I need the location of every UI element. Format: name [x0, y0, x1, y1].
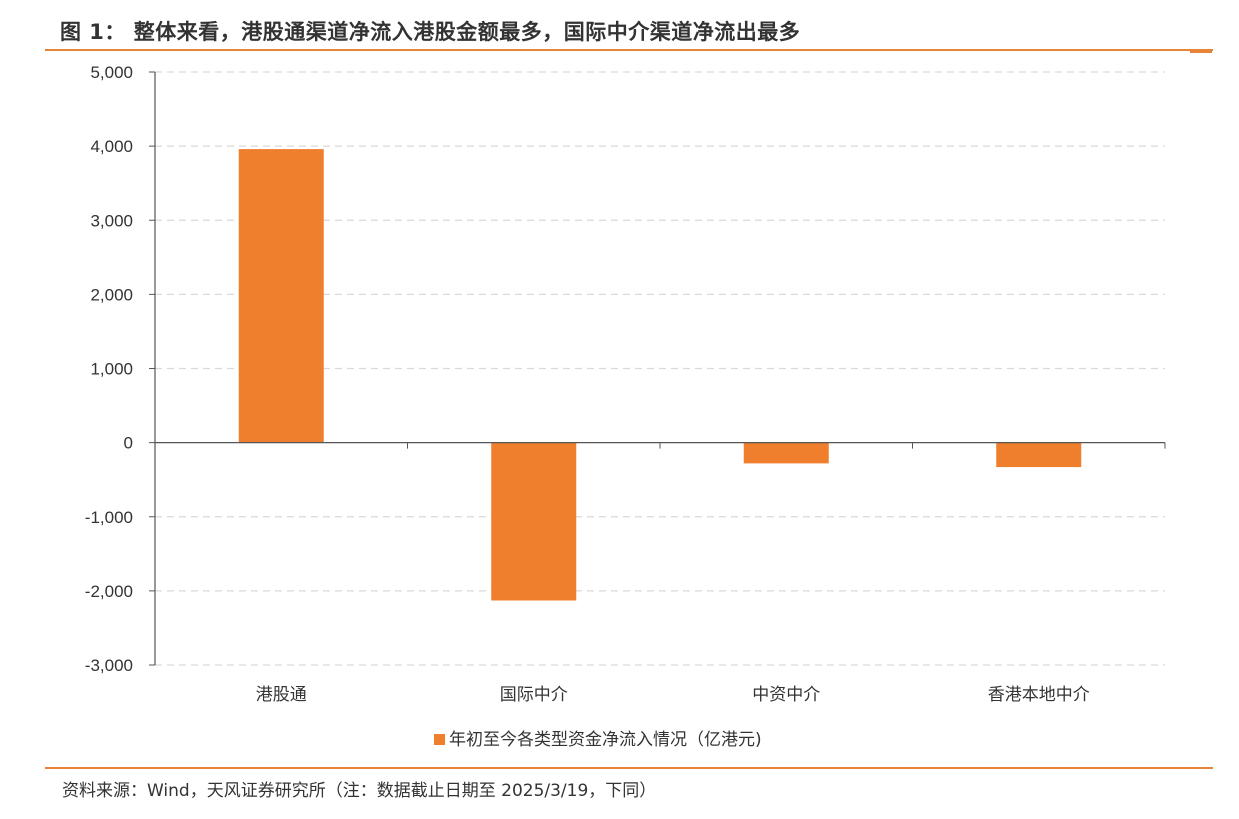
title-rule-tick: [1190, 49, 1212, 53]
legend: 年初至今各类型资金净流入情况（亿港元): [434, 730, 762, 750]
axes: [149, 71, 1166, 666]
category-labels: 港股通 国际中介 中资中介 香港本地中介: [256, 685, 1090, 705]
bar: [996, 442, 1082, 468]
y-tick-label: -1,000: [85, 508, 133, 527]
source-note: 资料来源：Wind，天风证券研究所（注：数据截止日期至 2025/3/19，下同…: [62, 781, 657, 801]
figure-title: 图 1： 整体来看，港股通渠道净流入港股金额最多，国际中介渠道净流出最多: [60, 20, 801, 44]
y-tick-labels: 5,000 4,000 3,000 2,000 1,000 0 -1,000 -2,000 -3…: [85, 63, 133, 675]
y-tick-label: -3,000: [85, 656, 133, 675]
title-rule: [45, 49, 1213, 51]
bar: [238, 149, 324, 443]
y-tick-label: 2,000: [90, 285, 133, 304]
bar: [743, 442, 829, 464]
y-tick-label: 4,000: [90, 137, 133, 156]
y-tick-label: 3,000: [90, 211, 133, 230]
source-rule: [45, 767, 1213, 769]
y-tick-label: 1,000: [90, 360, 133, 379]
legend-label: 年初至今各类型资金净流入情况（亿港元): [449, 730, 762, 750]
y-tick-label: 0: [124, 434, 133, 453]
figure-title-row: 图 1： 整体来看，港股通渠道净流入港股金额最多，国际中介渠道净流出最多: [60, 12, 1210, 50]
y-tick-label: -2,000: [85, 582, 133, 601]
y-tick-label: 5,000: [90, 63, 133, 82]
bars: [238, 149, 1082, 601]
legend-swatch: [434, 734, 445, 745]
grid-lines: [155, 71, 1165, 666]
category-label: 港股通: [256, 685, 307, 705]
category-label: 中资中介: [752, 685, 820, 705]
bar: [491, 442, 577, 601]
category-label: 香港本地中介: [988, 685, 1090, 705]
category-label: 国际中介: [500, 685, 568, 705]
